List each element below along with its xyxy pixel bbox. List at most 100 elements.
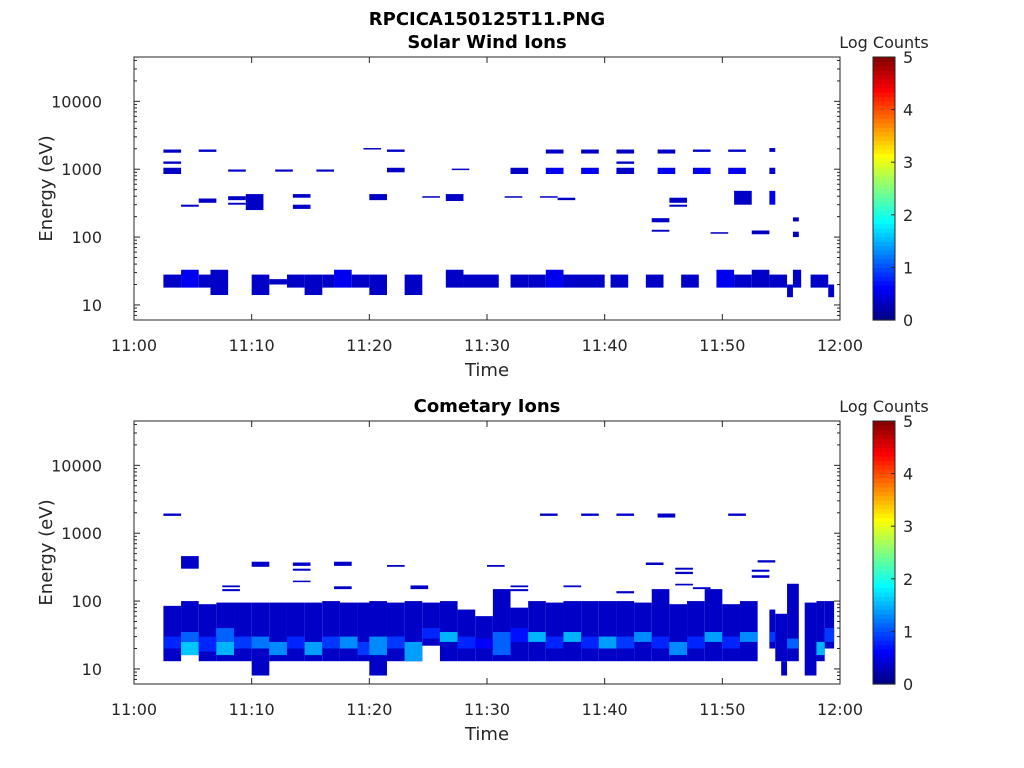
heatmap-cell [581,636,599,649]
heatmap-cell [198,274,211,288]
colorbar-tick-label: 2 [903,570,913,589]
colorbar-segment [873,157,895,163]
colorbar-segment [873,280,895,286]
colorbar-segment [873,583,895,589]
heatmap-cell [251,561,270,567]
heatmap-cell [769,190,776,205]
heatmap-cell [510,628,529,642]
y-tick-label: 10000 [51,456,102,475]
colorbar-segment [873,429,895,435]
heatmap-cell [198,149,217,152]
x-tick-label: 11:30 [464,700,510,719]
colorbar-segment [873,627,895,632]
heatmap-cell [710,232,729,234]
heatmap-cell [510,274,529,288]
heatmap-cell [228,169,246,172]
colorbar-segment [873,464,895,470]
colorbar-segment [873,245,895,251]
heatmap-cell [292,562,311,566]
heatmap-cell [769,609,776,649]
colorbar-segment [873,57,895,62]
colorbar-segment [873,122,895,128]
colorbar-segment [873,561,895,567]
colorbar-tick-label: 3 [903,153,913,172]
heatmap-cell [528,274,546,288]
colorbar-segment [873,175,895,181]
heatmap-cell [369,274,387,296]
colorbar-segment [873,289,895,295]
heatmap-cell [269,641,287,656]
y-tick-label: 10000 [51,92,102,111]
heatmap-cell [286,636,305,649]
heatmap-cell [292,580,311,583]
heatmap-cell [369,636,387,656]
colorbar-segment [873,618,895,624]
heatmap-cell [404,274,423,296]
colorbar-segment [873,284,895,290]
heatmap-cell [322,274,335,288]
colorbar-segment [873,662,895,668]
y-axis-label: Energy (eV) [36,135,57,241]
heatmap-cell [687,636,705,649]
heatmap-cell [739,632,758,642]
y-tick-label: 100 [71,228,102,247]
heatmap-cell [539,513,558,516]
colorbar-segment [873,425,895,431]
colorbar-label: Log Counts [839,33,929,52]
colorbar-segment [873,78,895,84]
heatmap-cell [386,149,405,152]
heatmap-cell [616,167,635,174]
heatmap-cell [322,601,340,662]
heatmap-cell [581,149,599,154]
colorbar-segment [873,109,895,115]
heatmap-cell [275,169,293,172]
colorbar-segment [873,135,895,141]
heatmap-cell [645,274,664,288]
heatmap-cell [334,561,352,566]
colorbar-segment [873,144,895,150]
x-tick-label: 12:00 [817,336,863,355]
heatmap-cell [222,589,240,592]
heatmap-cell [728,149,746,152]
colorbar-segment [873,214,895,220]
heatmap-cell [216,628,235,642]
colorbar-segment [873,223,895,229]
panel-title: Solar Wind Ions [407,32,566,53]
heatmap-cell [463,274,499,288]
colorbar-segment [873,197,895,203]
colorbar-segment [873,613,895,619]
heatmap-cell [222,585,240,588]
colorbar-segment [873,477,895,483]
colorbar-segment [873,635,895,641]
colorbar-tick-label: 1 [903,258,913,277]
colorbar-segment [873,263,895,268]
colorbar-segment [873,249,895,255]
heatmap-cell [439,632,458,642]
heatmap-cell [198,636,217,652]
heatmap-cell [739,601,758,662]
colorbar-segment [873,548,895,554]
heatmap-cell [251,274,270,296]
heatmap-cell [669,641,688,656]
heatmap-cell [787,583,799,662]
heatmap-cell [351,274,370,288]
heatmap-cell [292,194,311,198]
heatmap-cell [669,204,688,207]
colorbar-segment [873,219,895,225]
heatmap-cell [210,269,229,296]
heatmap-cell [692,587,711,590]
figure-title: RPCICA150125T11.PNG [369,9,605,30]
heatmap-cell [286,274,305,288]
colorbar-segment [873,469,895,475]
colorbar-segment [873,609,895,615]
heatmap-cell [828,284,835,298]
heatmap-cell [386,602,405,662]
colorbar-segment [873,486,895,492]
colorbar-segment [873,587,895,593]
colorbar-segment [873,140,895,146]
heatmap-cell [775,613,788,662]
colorbar-segment [873,105,895,111]
heatmap-cell [445,194,464,202]
